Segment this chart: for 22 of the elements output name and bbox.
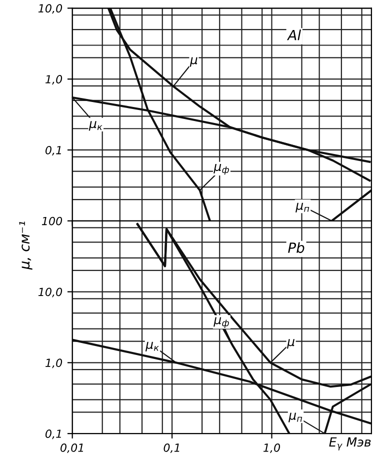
y-tick-label: 0,1 bbox=[45, 430, 61, 440]
x-tick-label: 1,0 bbox=[263, 443, 280, 454]
y-tick-label: 0,1 bbox=[45, 146, 61, 156]
annotation: μ$_{к}$ bbox=[88, 121, 102, 131]
x-tick-label: 0,1 bbox=[164, 443, 180, 454]
x-axis-title: E$_{γ}$ Мэв bbox=[329, 437, 371, 450]
text: Pb bbox=[288, 242, 304, 253]
annotation: μ$_{п}$ bbox=[288, 412, 302, 422]
text: Al bbox=[286, 30, 301, 40]
y-tick-label: 1,0 bbox=[45, 75, 62, 85]
x-tick-label: 0,01 bbox=[60, 443, 84, 454]
y-tick-label: 10,0 bbox=[38, 288, 62, 298]
annotation: μ$_{к}$ bbox=[145, 342, 159, 352]
annotation: μ bbox=[286, 339, 294, 349]
annotation: μ$_{ф}$ bbox=[214, 317, 229, 328]
y-tick-label: 1,0 bbox=[45, 358, 62, 368]
y-tick-label: 10,0 bbox=[38, 4, 62, 14]
y-axis-title: μ, см⁻¹ bbox=[19, 222, 32, 270]
y-tick-label: 100 bbox=[42, 216, 62, 226]
annotation: μ$_{п}$ bbox=[296, 202, 310, 212]
annotation: μ$_{ф}$ bbox=[214, 164, 229, 175]
annotation: μ bbox=[190, 57, 198, 67]
